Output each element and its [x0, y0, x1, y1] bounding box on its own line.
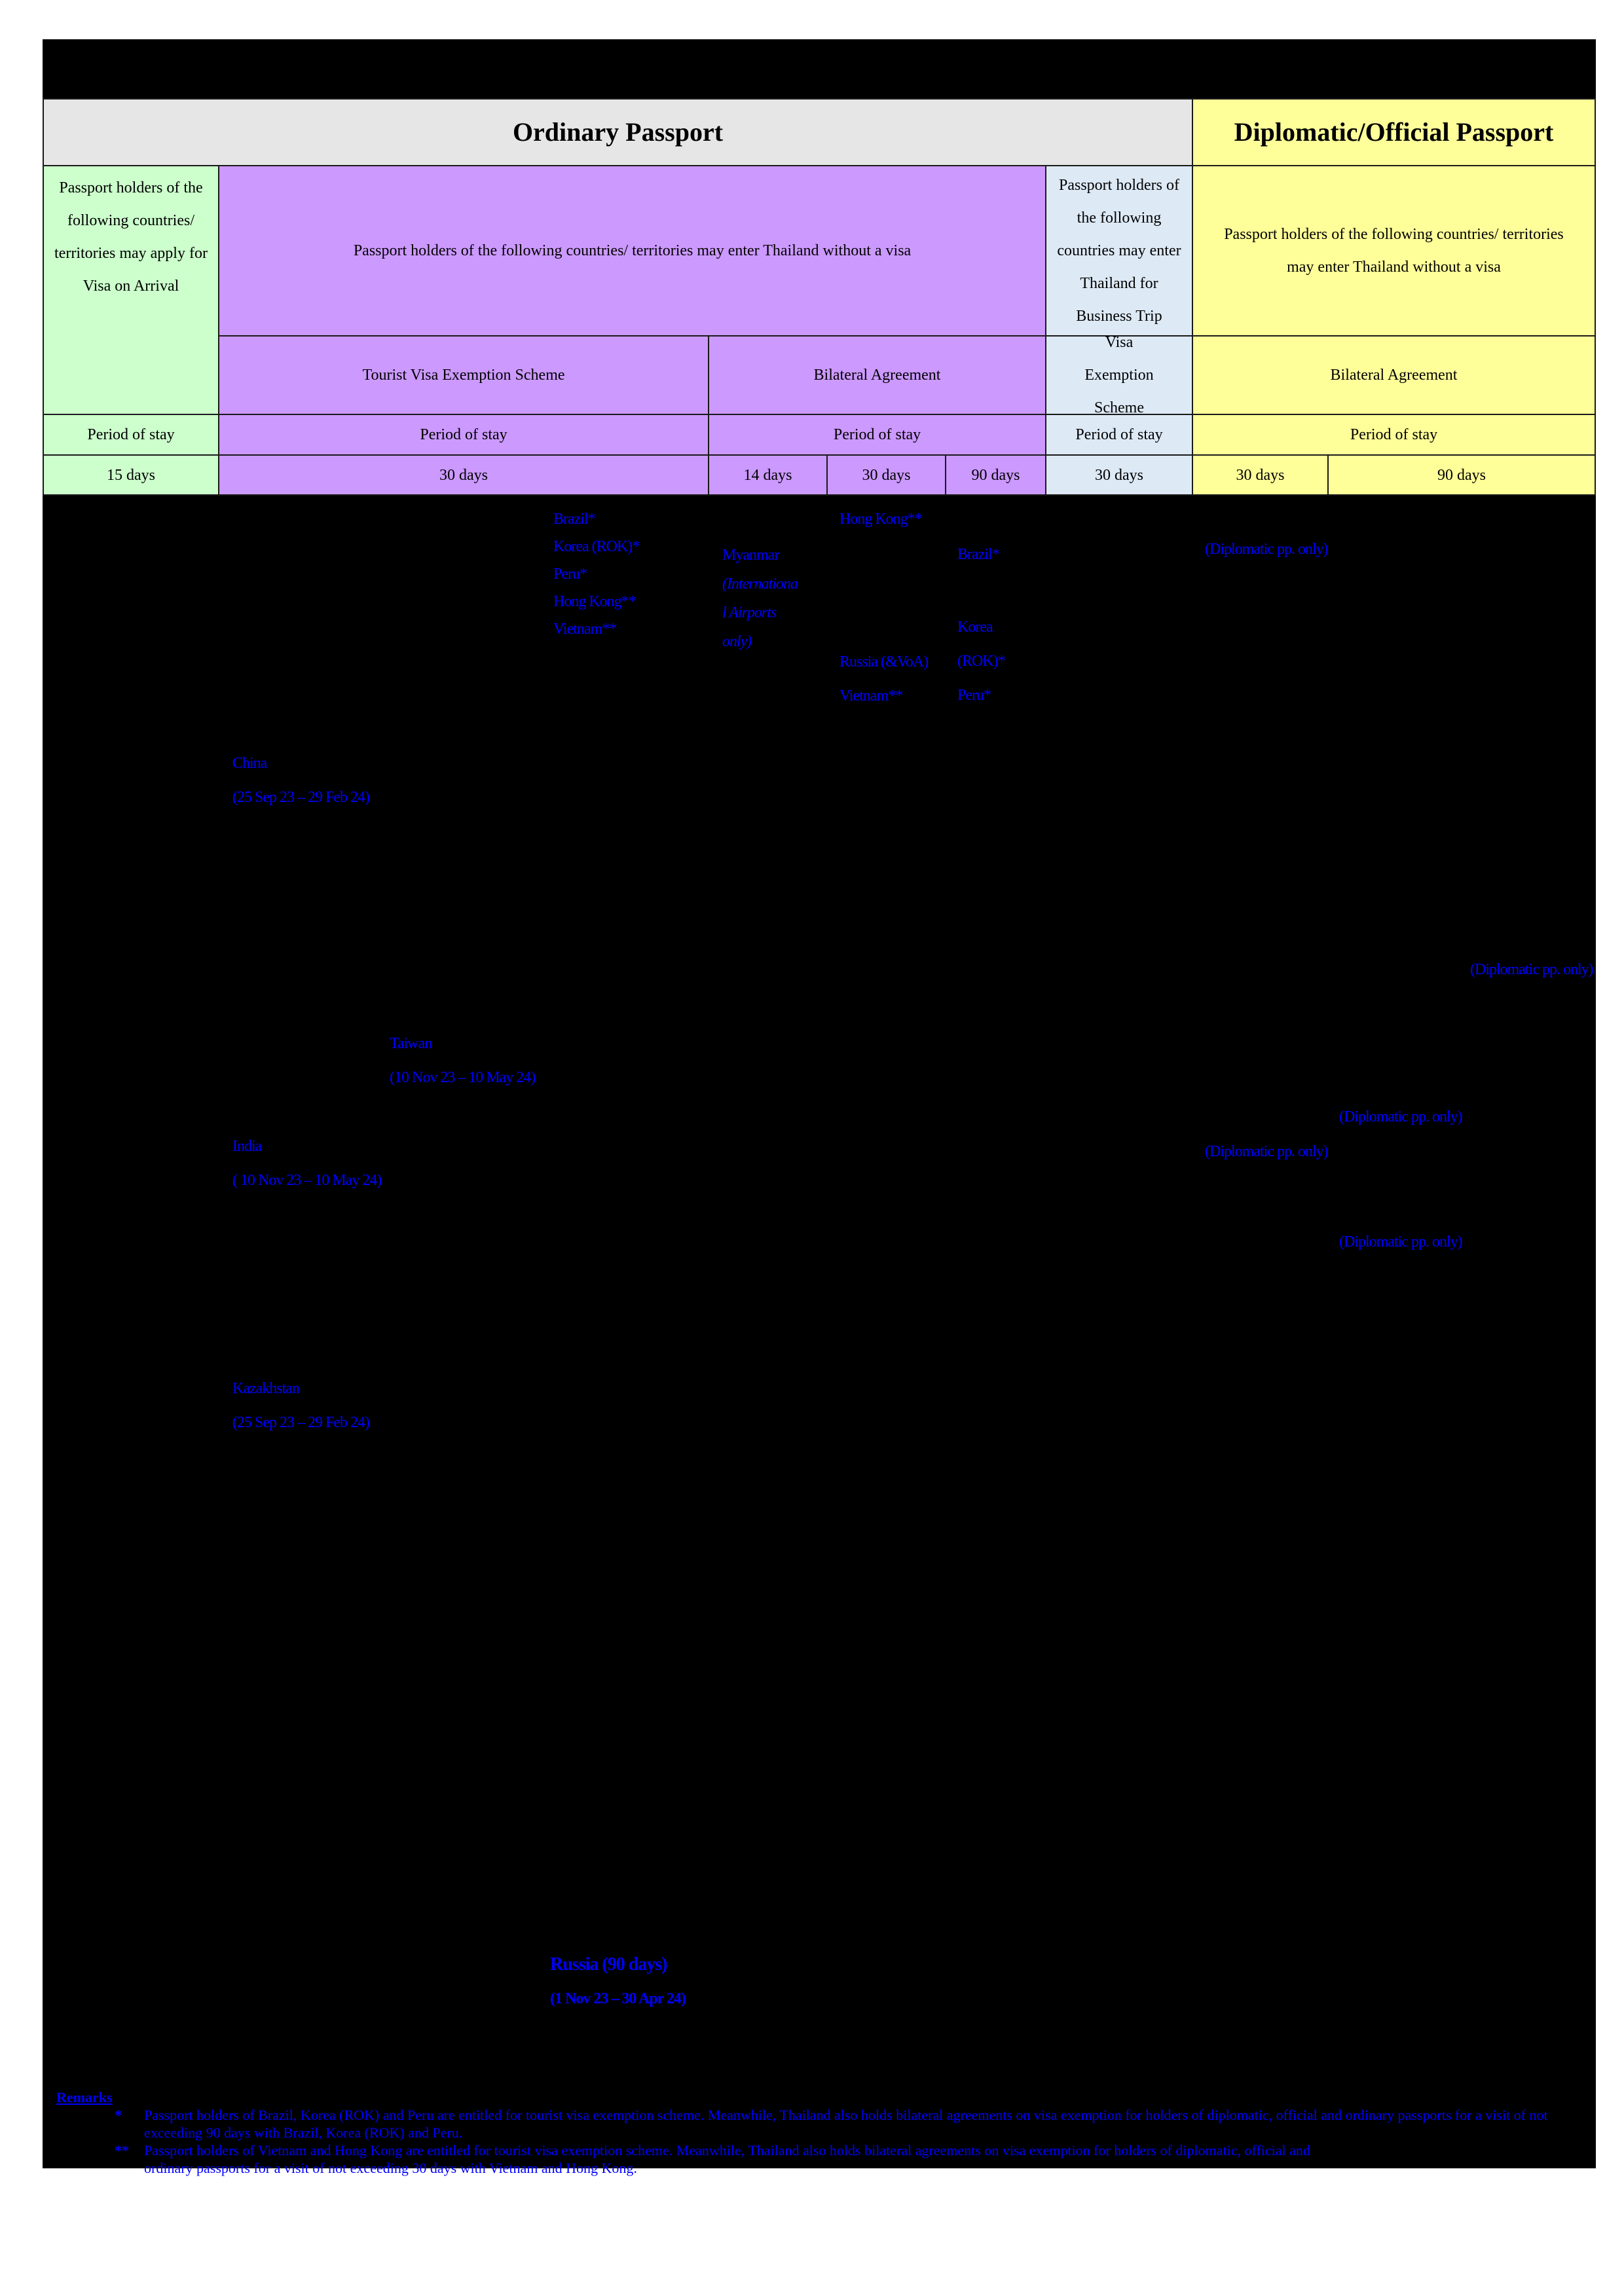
- remark-marker: *: [115, 2107, 122, 2123]
- diplomatic-group-header: Passport holders of the following countr…: [1192, 165, 1596, 337]
- date-range: ( 10 Nov 23 – 10 May 24): [232, 1172, 382, 1189]
- bilateral-30-period-value: 30 days: [826, 454, 946, 496]
- diplomatic-scheme-header: Bilateral Agreement: [1192, 335, 1596, 415]
- list-item: Vietnam**: [553, 621, 617, 638]
- business-period-value: 30 days: [1045, 454, 1193, 496]
- diplomatic-90-period-value: 90 days: [1327, 454, 1596, 496]
- bilateral-14-entries: Myanmar (Internationa l Airports only): [722, 541, 798, 656]
- diplomatic-passport-header: Diplomatic/Official Passport: [1192, 98, 1596, 166]
- list-item: Myanmar: [722, 547, 779, 564]
- date-range: (1 Nov 23 – 30 Apr 24): [550, 1990, 686, 2007]
- bilateral-14-period-value: 14 days: [708, 454, 828, 496]
- list-item: Korea: [957, 619, 993, 636]
- country-name: Russia (90 days): [550, 1954, 667, 1975]
- voa-group-header: Passport holders of the following countr…: [43, 165, 219, 415]
- list-item: (ROK)*: [957, 653, 1006, 670]
- india-entry: India ( 10 Nov 23 – 10 May 24): [232, 1129, 382, 1197]
- list-item: Russia (&VoA): [840, 653, 929, 670]
- diplomatic-note: (Diplomatic pp. only): [1339, 1233, 1463, 1250]
- bilateral-scheme-header: Bilateral Agreement: [708, 335, 1046, 415]
- date-range: (25 Sep 23 – 29 Feb 24): [232, 1414, 370, 1431]
- visa-free-group-header: Passport holders of the following countr…: [218, 165, 1046, 337]
- list-item: Hong Kong**: [553, 593, 637, 610]
- ordinary-passport-header: Ordinary Passport: [43, 98, 1193, 166]
- remark-text: Passport holders of Vietnam and Hong Kon…: [144, 2142, 1310, 2176]
- bilateral-90-entries: Korea (ROK)* Peru*: [957, 610, 1006, 712]
- taiwan-entry: Taiwan (10 Nov 23 – 10 May 24): [390, 1027, 536, 1095]
- china-entry: China (25 Sep 23 – 29 Feb 24): [232, 746, 370, 814]
- bilateral-30-entry-hongkong: Hong Kong**: [840, 511, 923, 528]
- date-range: (25 Sep 23 – 29 Feb 24): [232, 789, 370, 806]
- diplomatic-30-period-value: 30 days: [1192, 454, 1329, 496]
- bilateral-period-label: Period of stay: [708, 414, 1046, 456]
- country-name: Taiwan: [390, 1035, 432, 1052]
- list-item: (Internationa: [722, 575, 798, 592]
- diplomatic-note: (Diplomatic pp. only): [1470, 961, 1594, 978]
- voa-period-label: Period of stay: [43, 414, 219, 456]
- list-item: Peru*: [957, 687, 991, 704]
- diplomatic-note: (Diplomatic pp. only): [1205, 541, 1329, 558]
- remarks-section: Remarks * Passport holders of Brazil, Ko…: [52, 2088, 1552, 2177]
- date-range: (10 Nov 23 – 10 May 24): [390, 1069, 536, 1086]
- remark-item: * Passport holders of Brazil, Korea (ROK…: [52, 2106, 1552, 2141]
- remarks-title: Remarks: [56, 2089, 113, 2105]
- russia-entry: Russia (90 days) (1 Nov 23 – 30 Apr 24): [550, 1948, 686, 2016]
- kazakhstan-entry: Kazakhstan (25 Sep 23 – 29 Feb 24): [232, 1372, 370, 1440]
- bilateral-90-entry-brazil: Brazil*: [957, 546, 1000, 563]
- remark-item: ** Passport holders of Vietnam and Hong …: [52, 2141, 1552, 2177]
- tourist-scheme-header: Tourist Visa Exemption Scheme: [218, 335, 709, 415]
- country-name: India: [232, 1138, 262, 1155]
- list-item: Vietnam**: [840, 687, 903, 704]
- bilateral-30-entries: Russia (&VoA) Vietnam**: [840, 645, 929, 713]
- list-item: Peru*: [553, 566, 587, 583]
- diplomatic-period-label: Period of stay: [1192, 414, 1596, 456]
- country-name: China: [232, 755, 267, 772]
- country-name: Kazakhstan: [232, 1380, 300, 1397]
- tourist-entries-list: Brazil* Korea (ROK)* Peru* Hong Kong** V…: [553, 505, 640, 643]
- diplomatic-note: (Diplomatic pp. only): [1339, 1108, 1463, 1125]
- remark-marker: **: [115, 2142, 129, 2159]
- business-period-label: Period of stay: [1045, 414, 1193, 456]
- business-group-header: Passport holders of the following countr…: [1045, 165, 1193, 337]
- business-scheme-header: Visa Exemption Scheme: [1045, 334, 1193, 416]
- diplomatic-note: (Diplomatic pp. only): [1205, 1143, 1329, 1160]
- list-item: only): [722, 633, 752, 650]
- remark-text: Passport holders of Brazil, Korea (ROK) …: [144, 2107, 1548, 2141]
- list-item: l Airports: [722, 604, 777, 621]
- tourist-period-value: 30 days: [218, 454, 709, 496]
- list-item: Korea (ROK)*: [553, 538, 640, 555]
- tourist-period-label: Period of stay: [218, 414, 709, 456]
- voa-period-value: 15 days: [43, 454, 219, 496]
- bilateral-90-period-value: 90 days: [945, 454, 1046, 496]
- list-item: Brazil*: [553, 511, 596, 528]
